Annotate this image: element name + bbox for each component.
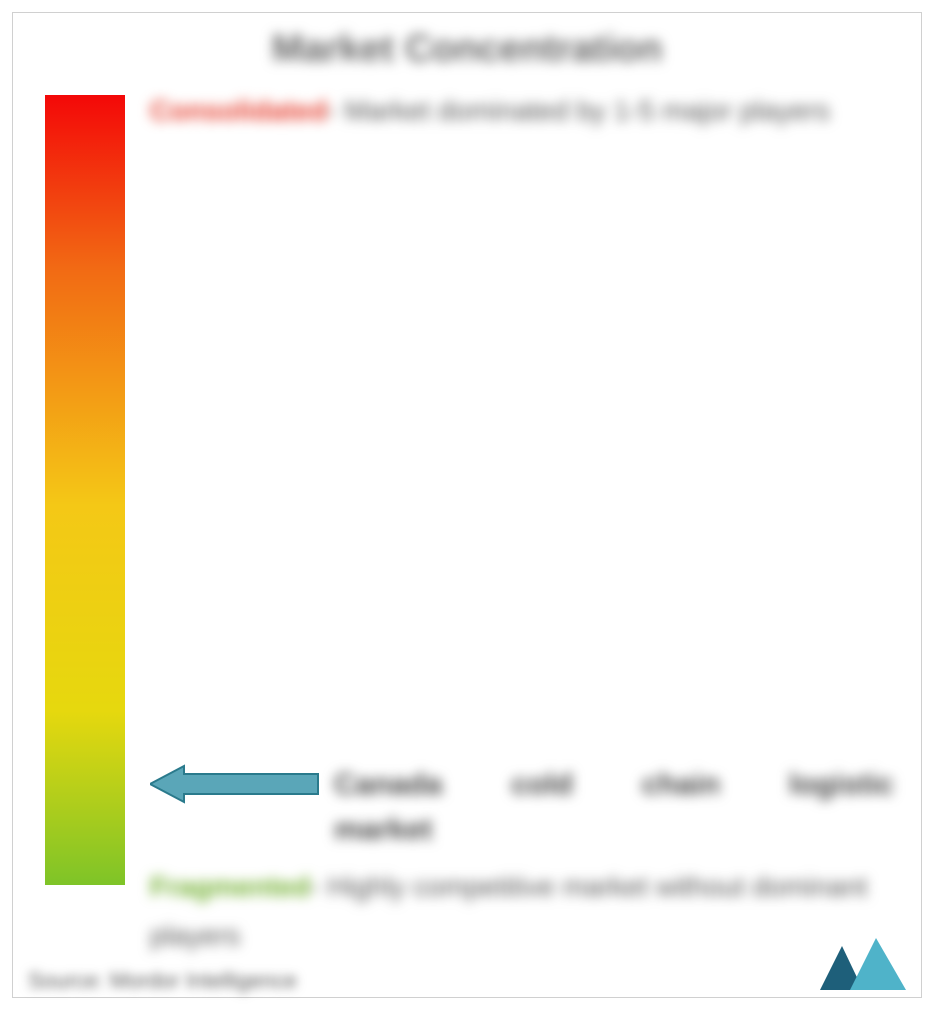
consolidated-separator: - [327,95,344,126]
left-arrow-icon [150,764,320,804]
market-name-line2: market [334,807,432,852]
market-name: Canada cold chain logistic market [334,762,894,852]
market-name-line1: Canada cold chain logistic [334,768,894,801]
market-position-block: Canada cold chain logistic market Fragme… [150,762,894,960]
logo-right-peak [850,938,906,990]
concentration-gradient-bar [45,95,125,885]
consolidated-caption: Consolidated- Market dominated by 1-5 ma… [150,95,894,127]
mordor-logo-icon [820,938,906,990]
source-attribution: Source: Mordor Intelligence [28,968,297,994]
market-pointer-row: Canada cold chain logistic market [150,762,894,852]
fragmented-label: Fragmented [150,871,310,902]
chart-title: Market Concentration [0,28,934,71]
consolidated-label: Consolidated [150,95,327,126]
fragmented-caption: Fragmented- Highly competitive market wi… [150,862,894,960]
consolidated-description: Market dominated by 1-5 major players [344,95,830,126]
fragmented-separator: - [310,871,327,902]
